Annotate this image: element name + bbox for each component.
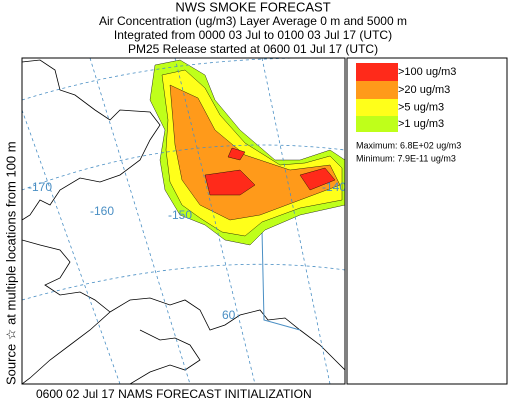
plume-layer: [204, 169, 256, 196]
border: [261, 229, 301, 331]
smoke-plume: [149, 59, 345, 246]
map-label: -150: [168, 208, 192, 222]
map-label: 60: [222, 308, 236, 322]
legend-swatch: [356, 63, 398, 81]
legend-label: >100 ug/m3: [398, 66, 456, 78]
plume-layer: [227, 147, 246, 161]
footer: 0600 02 Jul 17 NAMS FORECAST INITIALIZAT…: [36, 387, 312, 401]
legend-maximum: Maximum: 6.8E+02 ug/m3: [356, 140, 461, 150]
subtitle: Integrated from 0000 03 Jul to 0100 03 J…: [114, 28, 392, 42]
legend-label: >5 ug/m3: [398, 101, 444, 113]
map-label: -160: [90, 204, 114, 218]
map-label: -140: [322, 180, 346, 194]
graticule: [22, 58, 345, 384]
legend-swatch: [356, 116, 398, 132]
legend: >100 ug/m3 >20 ug/m3 >5 ug/m3 >1 ug/m3: [356, 63, 456, 132]
legend-swatch: [356, 99, 398, 116]
coastline: [22, 59, 345, 384]
legend-frame: [346, 57, 508, 385]
legend-label: >1 ug/m3: [398, 118, 444, 130]
subtitle: Air Concentration (ug/m3) Layer Average …: [99, 14, 407, 28]
map: -170 -160 -150 -140 60: [22, 58, 346, 384]
legend-label: >20 ug/m3: [398, 84, 450, 96]
map-label: -170: [28, 180, 52, 194]
plume-layer: [299, 167, 336, 191]
legend-minimum: Minimum: 7.9E-11 ug/m3: [356, 153, 456, 163]
map-frame: [21, 57, 346, 385]
sidebar-text: Source ☆ at multiple locations from 100 …: [3, 141, 18, 385]
subtitle: PM25 Release started at 0600 01 Jul 17 (…: [128, 42, 378, 56]
title: NWS SMOKE FORECAST: [175, 0, 330, 14]
legend-swatch: [356, 81, 398, 99]
